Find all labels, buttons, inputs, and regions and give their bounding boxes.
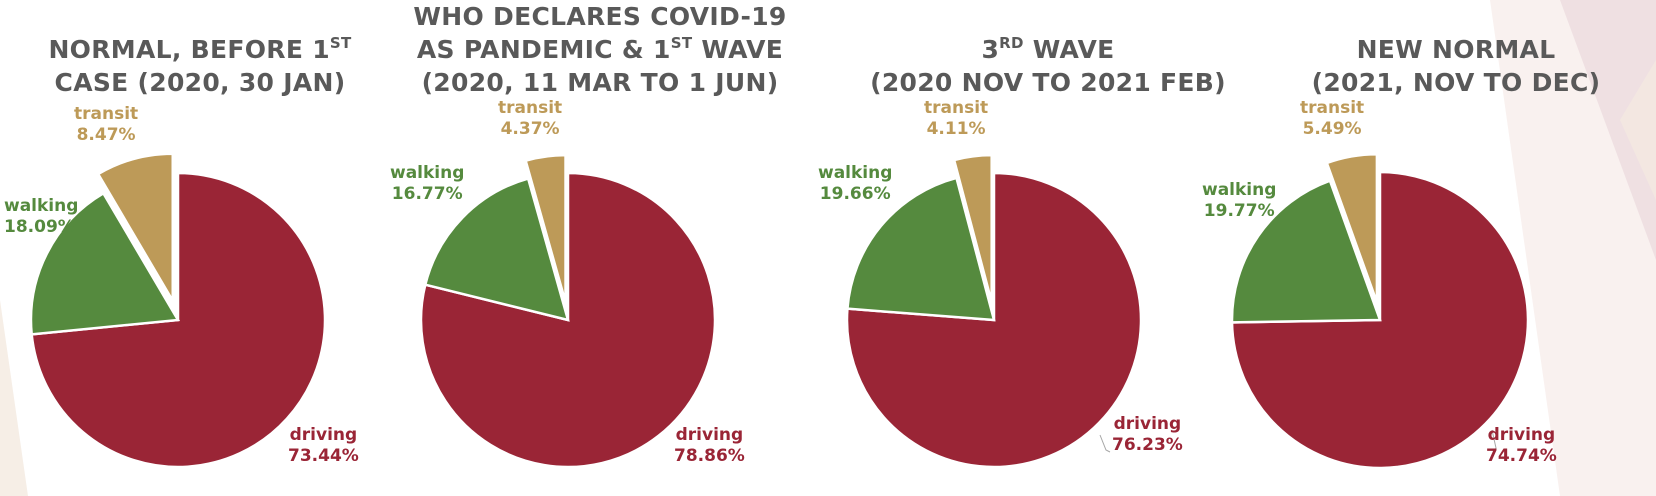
leader-line	[1099, 434, 1111, 453]
pie-svg	[419, 153, 717, 469]
data-label-value: 16.77%	[391, 184, 463, 204]
data-label-name: transit	[1300, 98, 1365, 118]
data-label-value: 74.74%	[1486, 446, 1557, 466]
data-label-value: 73.44%	[288, 446, 359, 466]
chart-title-line: NORMAL, BEFORE 1ST	[48, 34, 352, 64]
data-label-transit: transit 4.37%	[498, 98, 562, 140]
pie-chart-pandemic-first-wave: WHO DECLARES COVID-19 AS PANDEMIC & 1ST W…	[390, 0, 800, 496]
chart-title-line: AS PANDEMIC & 1ST WAVE	[416, 34, 784, 64]
chart-title: WHO DECLARES COVID-19 AS PANDEMIC & 1ST W…	[400, 0, 800, 99]
data-label-value: 4.11%	[926, 119, 986, 139]
chart-title: NORMAL, BEFORE 1ST CASE (2020, 30 JAN)	[0, 33, 400, 99]
data-label-driving: driving 78.86%	[674, 425, 745, 467]
data-label-value: 5.49%	[1302, 119, 1362, 139]
data-label-name: transit	[498, 98, 563, 118]
chart-title-line: (2021, NOV TO DEC)	[1311, 68, 1601, 97]
data-label-name: transit	[74, 104, 139, 124]
slice-transit	[1325, 153, 1379, 303]
data-label-transit: transit 8.47%	[74, 104, 138, 146]
data-label-walking: walking 16.77%	[390, 163, 464, 205]
leader-line	[1491, 429, 1497, 453]
data-label-driving: driving 73.44%	[288, 425, 359, 467]
data-label-value: 18.09%	[4, 217, 75, 237]
chart-title-line: CASE (2020, 30 JAN)	[54, 68, 346, 97]
chart-title-line: WHO DECLARES COVID-19	[413, 2, 787, 31]
slice-walking	[29, 191, 181, 336]
data-label-name: driving	[1113, 414, 1182, 434]
data-label-name: transit	[924, 98, 989, 118]
pie-svg	[1230, 153, 1530, 470]
data-label-driving: driving 74.74%	[1486, 425, 1557, 467]
data-label-name: walking	[818, 163, 893, 183]
data-label-walking: walking 18.09%	[4, 196, 78, 238]
data-label-walking: walking 19.66%	[818, 163, 892, 205]
data-label-name: driving	[1487, 425, 1556, 445]
data-label-value: 19.66%	[819, 184, 891, 204]
slice-transit	[96, 152, 174, 306]
data-label-value: 19.77%	[1203, 201, 1275, 221]
slice-walking	[423, 176, 570, 322]
data-label-name: driving	[675, 425, 744, 445]
data-label-value: 76.23%	[1112, 435, 1183, 455]
chart-title: NEW NORMAL (2021, NOV TO DEC)	[1256, 33, 1656, 99]
chart-title: 3RD WAVE (2020 NOV TO 2021 FEB)	[848, 33, 1248, 99]
slice-transit	[524, 153, 567, 303]
pie-svg	[845, 153, 1143, 469]
chart-title-line: 3RD WAVE	[981, 34, 1115, 64]
data-label-value: 4.37%	[500, 119, 560, 139]
slice-walking	[1230, 179, 1382, 324]
pie-chart-normal: NORMAL, BEFORE 1ST CASE (2020, 30 JAN) dr…	[0, 0, 400, 496]
data-label-name: walking	[1202, 180, 1277, 200]
pie-svg	[29, 152, 327, 469]
chart-title-line: (2020 NOV TO 2021 FEB)	[870, 68, 1226, 97]
chart-title-line: NEW NORMAL	[1356, 35, 1556, 64]
data-label-name: driving	[289, 425, 358, 445]
data-label-transit: transit 4.11%	[924, 98, 988, 140]
slice-transit	[952, 153, 993, 303]
data-label-value: 78.86%	[674, 446, 745, 466]
data-label-name: walking	[390, 163, 465, 183]
data-label-driving: driving 76.23%	[1112, 414, 1183, 456]
chart-title-line: (2020, 11 MAR TO 1 JUN)	[421, 68, 779, 97]
slice-walking	[846, 176, 996, 322]
data-label-value: 8.47%	[76, 125, 136, 145]
data-label-walking: walking 19.77%	[1202, 180, 1276, 222]
pie-chart-third-wave: 3RD WAVE (2020 NOV TO 2021 FEB) driving 76…	[818, 0, 1248, 496]
data-label-name: walking	[4, 196, 79, 216]
data-label-transit: transit 5.49%	[1300, 98, 1364, 140]
pie-chart-new-normal: NEW NORMAL (2021, NOV TO DEC) driving 74.7…	[1202, 0, 1656, 496]
